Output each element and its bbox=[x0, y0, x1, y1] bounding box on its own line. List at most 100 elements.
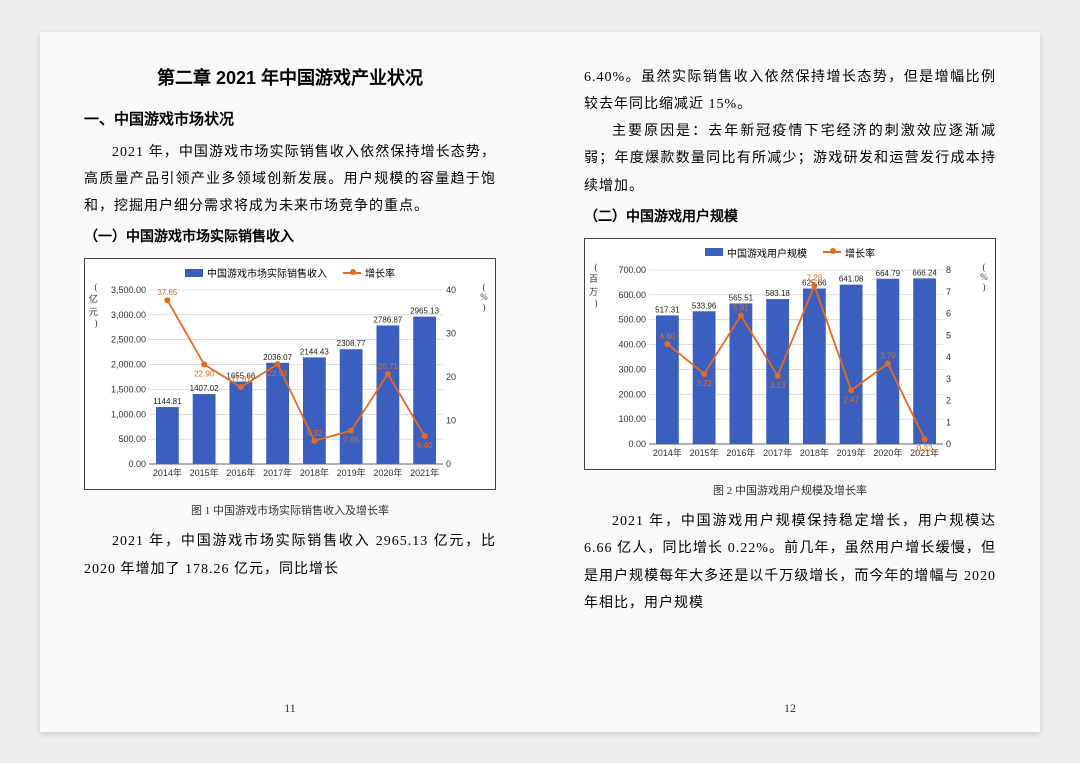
paragraph-3: 6.40%。虽然实际销售收入依然保持增长态势，但是增幅比例较去年同比缩减近 15… bbox=[584, 64, 996, 119]
svg-text:2017年: 2017年 bbox=[263, 467, 292, 478]
svg-text:0.22: 0.22 bbox=[917, 444, 933, 453]
svg-text:0: 0 bbox=[446, 459, 451, 469]
legend-line-label: 增长率 bbox=[365, 265, 395, 280]
svg-text:2015年: 2015年 bbox=[690, 447, 719, 458]
svg-text:2144.43: 2144.43 bbox=[300, 348, 329, 357]
chart-1-plot: 0.00 500.00 1,000.00 1,500.00 2,000.00 2,500.… bbox=[105, 282, 465, 482]
svg-text:1,000.00: 1,000.00 bbox=[111, 410, 146, 420]
svg-text:2020年: 2020年 bbox=[873, 447, 902, 458]
svg-text:1,500.00: 1,500.00 bbox=[111, 385, 146, 395]
svg-text:2019年: 2019年 bbox=[837, 447, 866, 458]
legend-bar-swatch bbox=[185, 269, 203, 277]
section-heading-1: 一、中国游戏市场状况 bbox=[84, 108, 496, 129]
svg-text:4: 4 bbox=[946, 352, 951, 362]
svg-text:1: 1 bbox=[946, 417, 951, 427]
svg-text:2020年: 2020年 bbox=[373, 467, 402, 478]
svg-text:3.22: 3.22 bbox=[696, 379, 712, 388]
svg-text:3: 3 bbox=[946, 374, 951, 384]
svg-text:4.60: 4.60 bbox=[660, 332, 676, 341]
svg-text:300.00: 300.00 bbox=[618, 364, 646, 374]
chart-2-card: 中国游戏用户规模 增长率 (百万) 0.00100.00200.00300.00… bbox=[584, 238, 996, 470]
svg-text:20.71: 20.71 bbox=[378, 362, 399, 371]
chart-2-yleft-unit: (百万) bbox=[589, 262, 603, 467]
chart-1-card: 中国游戏市场实际销售收入 增长率 (亿元) 0.00 500.00 1,000.00… bbox=[84, 258, 496, 490]
svg-text:2016年: 2016年 bbox=[726, 447, 755, 458]
page-spread: 第二章 2021 年中国游戏产业状况 一、中国游戏市场状况 2021 年，中国游… bbox=[40, 32, 1040, 732]
svg-text:7.66: 7.66 bbox=[343, 436, 359, 445]
svg-text:2308.77: 2308.77 bbox=[337, 340, 366, 349]
chapter-title: 第二章 2021 年中国游戏产业状况 bbox=[84, 64, 496, 90]
svg-text:3.70: 3.70 bbox=[880, 352, 896, 361]
svg-text:2016年: 2016年 bbox=[226, 467, 255, 478]
svg-text:2014年: 2014年 bbox=[153, 467, 182, 478]
chart-1-caption: 图 1 中国游戏市场实际销售收入及增长率 bbox=[84, 502, 496, 518]
svg-text:0: 0 bbox=[946, 439, 951, 449]
svg-text:2014年: 2014年 bbox=[653, 447, 682, 458]
svg-text:0.00: 0.00 bbox=[628, 439, 646, 449]
svg-text:666.24: 666.24 bbox=[912, 268, 937, 277]
svg-text:30: 30 bbox=[446, 329, 456, 339]
svg-text:17.67: 17.67 bbox=[231, 376, 252, 385]
svg-text:2015年: 2015年 bbox=[190, 467, 219, 478]
svg-text:200.00: 200.00 bbox=[618, 389, 646, 399]
legend-bar-label: 中国游戏用户规模 bbox=[727, 245, 807, 260]
svg-text:1144.81: 1144.81 bbox=[153, 397, 182, 406]
svg-text:500.00: 500.00 bbox=[618, 315, 646, 325]
svg-text:6: 6 bbox=[946, 308, 951, 318]
svg-text:7.28: 7.28 bbox=[807, 274, 823, 283]
page-number-right: 12 bbox=[540, 701, 1040, 716]
svg-text:5.32: 5.32 bbox=[307, 429, 323, 438]
svg-text:2965.13: 2965.13 bbox=[410, 307, 439, 316]
svg-text:6.40: 6.40 bbox=[417, 442, 433, 451]
svg-text:100.00: 100.00 bbox=[618, 414, 646, 424]
svg-text:400.00: 400.00 bbox=[618, 340, 646, 350]
svg-text:20: 20 bbox=[446, 372, 456, 382]
svg-text:2: 2 bbox=[946, 395, 951, 405]
legend-line-swatch bbox=[823, 251, 841, 253]
svg-text:8: 8 bbox=[946, 265, 951, 275]
chart-1-yleft-unit: (亿元) bbox=[89, 282, 103, 487]
chart-2-plot: 0.00 100.00 200.00 300.00 400.00 500.00 600.00… bbox=[605, 262, 965, 462]
svg-text:664.79: 664.79 bbox=[876, 269, 901, 278]
paragraph-5: 2021 年，中国游戏用户规模保持稳定增长，用户规模达 6.66 亿人，同比增长… bbox=[584, 508, 996, 617]
svg-text:565.51: 565.51 bbox=[729, 293, 754, 302]
svg-text:641.08: 641.08 bbox=[839, 275, 864, 284]
paragraph-4: 主要原因是：去年新冠疫情下宅经济的刺激效应逐渐减弱；年度爆款数量同比有所减少；游… bbox=[584, 118, 996, 200]
svg-text:0.00: 0.00 bbox=[128, 459, 146, 469]
svg-text:5.91: 5.91 bbox=[733, 303, 749, 312]
svg-text:22.90: 22.90 bbox=[194, 370, 215, 379]
paragraph-1: 2021 年，中国游戏市场实际销售收入依然保持增长态势，高质量产品引领产业多领域… bbox=[84, 139, 496, 221]
legend-line-label: 增长率 bbox=[845, 245, 875, 260]
chart-2-caption: 图 2 中国游戏用户规模及增长率 bbox=[584, 482, 996, 498]
svg-text:3.13: 3.13 bbox=[770, 381, 786, 390]
chart-1-legend: 中国游戏市场实际销售收入 增长率 bbox=[89, 265, 491, 280]
page-number-left: 11 bbox=[40, 701, 540, 716]
svg-text:2,000.00: 2,000.00 bbox=[111, 360, 146, 370]
svg-text:22.98: 22.98 bbox=[268, 369, 289, 378]
legend-bar-swatch bbox=[705, 248, 723, 256]
svg-text:2.47: 2.47 bbox=[843, 395, 859, 404]
svg-text:2021年: 2021年 bbox=[410, 467, 439, 478]
svg-text:2786.87: 2786.87 bbox=[373, 316, 402, 325]
svg-text:2,500.00: 2,500.00 bbox=[111, 335, 146, 345]
svg-text:500.00: 500.00 bbox=[118, 435, 146, 445]
svg-text:2036.07: 2036.07 bbox=[263, 353, 292, 362]
svg-text:533.96: 533.96 bbox=[692, 301, 717, 310]
paragraph-2: 2021 年，中国游戏市场实际销售收入 2965.13 亿元，比 2020 年增… bbox=[84, 528, 496, 583]
subsection-heading-2: （二）中国游戏用户规模 bbox=[584, 206, 996, 226]
chart-2-legend: 中国游戏用户规模 增长率 bbox=[589, 245, 991, 260]
svg-text:517.31: 517.31 bbox=[655, 305, 680, 314]
legend-line-swatch bbox=[343, 272, 361, 274]
svg-text:700.00: 700.00 bbox=[618, 265, 646, 275]
svg-text:37.65: 37.65 bbox=[157, 289, 178, 298]
svg-text:600.00: 600.00 bbox=[618, 290, 646, 300]
svg-text:2017年: 2017年 bbox=[763, 447, 792, 458]
svg-text:1407.02: 1407.02 bbox=[190, 384, 219, 393]
svg-text:2018年: 2018年 bbox=[800, 447, 829, 458]
chart-2-yright-unit: (%) bbox=[977, 262, 991, 467]
svg-text:2019年: 2019年 bbox=[337, 467, 366, 478]
svg-text:3,000.00: 3,000.00 bbox=[111, 310, 146, 320]
page-right: 6.40%。虽然实际销售收入依然保持增长态势，但是增幅比例较去年同比缩减近 15… bbox=[540, 32, 1040, 732]
svg-text:583.18: 583.18 bbox=[765, 289, 790, 298]
page-left: 第二章 2021 年中国游戏产业状况 一、中国游戏市场状况 2021 年，中国游… bbox=[40, 32, 540, 732]
